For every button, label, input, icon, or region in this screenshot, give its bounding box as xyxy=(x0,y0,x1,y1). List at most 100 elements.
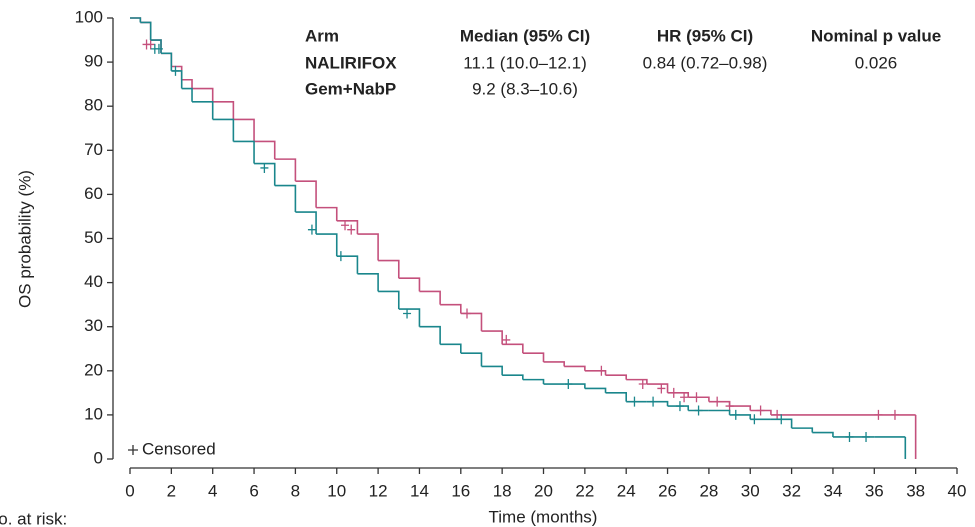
censor-mark xyxy=(845,431,854,442)
survival-step xyxy=(584,370,607,376)
table-cell: 11.1 (10.0–12.1) xyxy=(463,53,587,72)
survival-step xyxy=(667,392,690,398)
censored-legend-label: Censored xyxy=(142,439,216,458)
censor-mark xyxy=(750,414,759,425)
y-tick-label: 10 xyxy=(84,404,103,423)
censor-mark xyxy=(597,365,606,376)
censor-mark xyxy=(874,409,883,420)
x-tick-label: 12 xyxy=(369,481,388,500)
survival-step xyxy=(419,325,441,345)
survival-step xyxy=(181,78,193,89)
censor-mark xyxy=(564,379,573,390)
censor-mark xyxy=(403,308,412,319)
x-tick-label: 30 xyxy=(741,481,760,500)
x-tick-label: 2 xyxy=(167,481,176,500)
survival-step xyxy=(398,277,421,292)
survival-step xyxy=(171,65,183,80)
x-tick-label: 36 xyxy=(865,481,884,500)
table-arm-name: Gem+NabP xyxy=(305,79,396,98)
survival-step xyxy=(502,343,524,354)
survival-step xyxy=(336,255,359,274)
censor-mark xyxy=(773,409,782,420)
survival-step xyxy=(295,211,317,235)
table-header: Median (95% CI) xyxy=(460,26,590,45)
survival-step xyxy=(791,427,814,433)
survival-step xyxy=(708,409,731,415)
x-tick-label: 4 xyxy=(208,481,217,500)
survival-step xyxy=(460,352,483,367)
censor-mark xyxy=(260,162,269,173)
survival-step xyxy=(564,383,586,389)
survival-step xyxy=(688,396,710,402)
survival-step xyxy=(295,180,317,208)
censor-mark xyxy=(347,224,356,235)
survival-step xyxy=(130,17,142,23)
x-tick-label: 28 xyxy=(699,481,718,500)
table-cell: 0.026 xyxy=(855,53,898,72)
y-tick-label: 60 xyxy=(84,184,103,203)
censor-mark xyxy=(341,220,350,231)
y-tick-label: 80 xyxy=(84,96,103,115)
censor-mark xyxy=(713,396,722,407)
survival-step xyxy=(502,374,524,380)
censor-mark xyxy=(146,39,155,50)
x-tick-label: 34 xyxy=(823,481,842,500)
table-cell: 9.2 (8.3–10.6) xyxy=(472,79,578,98)
survival-step xyxy=(646,383,669,393)
x-tick-label: 8 xyxy=(291,481,300,500)
censor-mark xyxy=(463,308,472,319)
x-tick-label: 0 xyxy=(125,481,134,500)
x-tick-label: 20 xyxy=(534,481,553,500)
survival-step xyxy=(378,290,400,310)
survival-step xyxy=(192,100,214,120)
y-tick-label: 50 xyxy=(84,228,103,247)
x-tick-label: 24 xyxy=(617,481,636,500)
survival-step xyxy=(398,308,421,327)
censored-legend-symbol xyxy=(128,445,138,455)
survival-step xyxy=(233,140,255,164)
x-tick-label: 16 xyxy=(451,481,470,500)
x-tick-label: 40 xyxy=(948,481,967,500)
survival-step xyxy=(316,233,338,257)
censor-mark xyxy=(777,414,786,425)
survival-step xyxy=(543,361,565,367)
table-cell: 0.84 (0.72–0.98) xyxy=(643,53,768,72)
survival-step xyxy=(140,21,152,41)
survival-step xyxy=(212,100,235,120)
censor-mark xyxy=(692,392,701,403)
survival-step xyxy=(161,52,173,67)
survival-step xyxy=(522,352,545,362)
y-tick-label: 0 xyxy=(94,448,103,467)
censor-mark xyxy=(154,43,163,54)
survival-step xyxy=(667,405,690,411)
survival-step xyxy=(212,118,235,142)
x-tick-label: 38 xyxy=(906,481,925,500)
survival-step xyxy=(460,312,483,332)
x-tick-label: 32 xyxy=(782,481,801,500)
censor-mark xyxy=(336,251,345,262)
survival-step xyxy=(522,378,545,385)
x-axis-label: Time (months) xyxy=(489,507,598,526)
censor-mark xyxy=(680,392,689,403)
survival-step xyxy=(161,52,173,71)
survival-step xyxy=(729,414,752,420)
y-tick-label: 70 xyxy=(84,140,103,159)
y-tick-label: 20 xyxy=(84,360,103,379)
x-tick-label: 14 xyxy=(410,481,429,500)
censor-mark xyxy=(502,334,511,345)
survival-step xyxy=(254,140,276,160)
x-tick-label: 26 xyxy=(658,481,677,500)
censor-mark xyxy=(171,65,180,76)
survival-step xyxy=(646,400,669,407)
survival-step xyxy=(812,431,834,437)
survival-step xyxy=(233,118,255,142)
survival-step xyxy=(181,87,193,102)
y-tick-label: 100 xyxy=(75,7,103,26)
survival-step xyxy=(171,70,183,89)
survival-step xyxy=(419,290,441,305)
x-tick-label: 18 xyxy=(493,481,512,500)
censor-mark xyxy=(649,396,658,407)
censor-mark xyxy=(669,387,678,398)
